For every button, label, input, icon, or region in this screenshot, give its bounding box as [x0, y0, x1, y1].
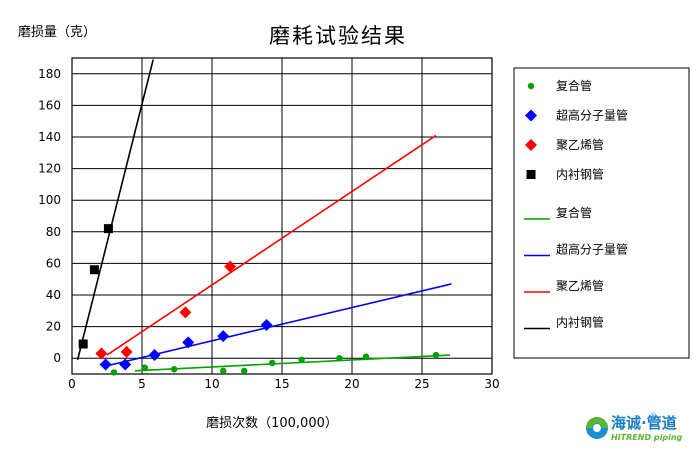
trendline — [105, 283, 452, 367]
data-point — [220, 367, 227, 375]
data-point — [171, 366, 178, 373]
legend-label: 复合管 — [556, 78, 592, 93]
x-tick-label: 25 — [414, 377, 429, 391]
data-point — [179, 306, 192, 319]
brand-logo: 海诚·管道 ® HITREND piping — [586, 412, 683, 442]
data-point — [119, 358, 132, 371]
x-axis-label: 磨损次数（100,000） — [206, 415, 338, 431]
data-point — [120, 345, 133, 358]
data-point — [260, 319, 273, 332]
legend-marker — [527, 82, 535, 90]
logo-cn-text: 海诚·管道 — [611, 414, 677, 432]
trendline — [76, 59, 154, 360]
data-point — [241, 367, 248, 375]
x-tick-label: 20 — [344, 377, 359, 391]
y-tick-label: 120 — [38, 162, 61, 176]
y-tick-label: 180 — [38, 67, 61, 81]
data-point — [298, 356, 305, 363]
legend-label: 内衬钢管 — [556, 167, 604, 182]
data-point — [432, 351, 440, 359]
logo-registered-mark: ® — [650, 412, 657, 420]
y-tick-label: 40 — [46, 288, 61, 302]
x-tick-label: 5 — [138, 377, 146, 391]
legend-line-label: 内衬钢管 — [556, 315, 604, 330]
data-point — [95, 347, 108, 360]
legend-marker — [525, 139, 537, 151]
logo-en-text: HITREND piping — [611, 433, 683, 442]
legend-box — [513, 67, 690, 359]
data-point — [99, 358, 112, 371]
legend-line-label: 超高分子量管 — [556, 242, 628, 257]
x-tick-label: 30 — [484, 377, 499, 391]
y-axis-label: 磨损量（克） — [18, 25, 96, 40]
data-point — [78, 339, 88, 349]
data-point — [217, 330, 230, 343]
data-point — [269, 359, 276, 367]
chart-title: 磨耗试验结果 — [269, 24, 407, 48]
data-point — [336, 355, 343, 362]
data-point — [148, 349, 161, 362]
trendlines — [76, 59, 452, 372]
legend-line-label: 复合管 — [556, 205, 592, 220]
legend-label: 聚乙烯管 — [556, 137, 604, 152]
x-tick-label: 10 — [204, 377, 219, 391]
y-tick-label: 60 — [46, 256, 61, 270]
data-point — [224, 260, 237, 273]
trendline — [134, 354, 451, 372]
y-tick-label: 100 — [38, 193, 61, 207]
y-tick-label: 140 — [38, 130, 61, 144]
legend-marker — [525, 109, 537, 122]
grid — [71, 57, 493, 375]
data-point — [141, 364, 148, 371]
y-tick-label: 80 — [46, 225, 61, 239]
data-point — [103, 224, 113, 234]
data-point — [89, 265, 99, 275]
y-tick-label: 20 — [46, 320, 61, 334]
legend-label: 超高分子量管 — [556, 108, 628, 123]
data-point — [182, 336, 195, 349]
y-tick-label: 0 — [53, 351, 61, 365]
x-tick-label: 0 — [68, 377, 76, 391]
trendline — [106, 134, 437, 356]
data-point — [110, 369, 118, 376]
logo-swirl-icon — [586, 417, 608, 439]
data-points — [78, 224, 440, 376]
legend-marker — [526, 170, 536, 179]
x-tick-label: 15 — [274, 377, 289, 391]
axis-ticks: 0 5 10 15 20 25 30 0 20 40 60 80 100 120 140 160 180 — [38, 67, 500, 391]
data-point — [362, 353, 370, 360]
y-tick-label: 160 — [38, 98, 61, 112]
legend-line-label: 聚乙烯管 — [556, 278, 604, 293]
